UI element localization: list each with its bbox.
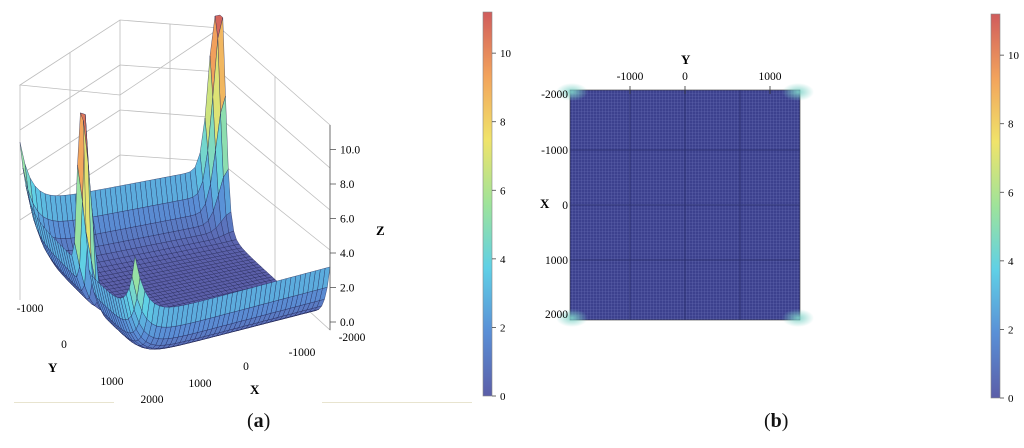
x-axis-label: X (540, 196, 550, 211)
x-tick-label: 0 (562, 200, 568, 212)
colorbar-tick-label: 6 (500, 185, 506, 197)
z-tick-label: 6.0 (340, 214, 355, 226)
x-tick-label: 2000 (141, 394, 164, 406)
y-axis: -1000 0 1000 (17, 303, 124, 388)
corner-peak (556, 83, 588, 101)
z-tick-label: 4.0 (340, 248, 355, 260)
y-tick-label: 0 (682, 71, 688, 83)
x-tick-label: 2000 (545, 309, 568, 321)
separator-line (14, 402, 114, 403)
z-tick-label: 2.0 (340, 283, 355, 295)
separator-line (322, 402, 472, 403)
surface-plot-svg: 0.02.04.06.08.010.0 200010000-1000-2000 … (17, 11, 512, 406)
panel-a-surface-plot: 0.0 2.0 4.0 6.0 8.0 10.0 2000 1000 0 -1000 -2000 … (0, 0, 512, 443)
x-tick-label: 0 (243, 361, 249, 373)
panel-b-heatmap: -1000 0 1000 -2000 -1000 0 1000 2000 Y X 0 2 4 6 8… (512, 0, 1024, 443)
x-axis-label: X (250, 382, 260, 397)
heatmap-svg: -1000 0 1000 -2000 -1000 0 1000 2000 Y X 0 2 4 6 8… (540, 13, 1020, 405)
corner-peak (556, 309, 588, 327)
caption-b: (b) (764, 410, 789, 432)
x-tick-label: 1000 (189, 378, 212, 390)
colorbar-tick-label: 10 (1008, 50, 1020, 62)
colorbar-tick-label: 4 (500, 254, 506, 266)
colorbar-tick-label: 0 (1008, 393, 1014, 405)
surface-patch (131, 256, 141, 298)
z-tick-label: 8.0 (340, 179, 355, 191)
z-axis-label: Z (376, 223, 385, 238)
x-axis: -2000 -1000 0 1000 2000 (541, 89, 568, 321)
corner-peak (782, 83, 814, 101)
y-axis: -1000 0 1000 (617, 71, 782, 94)
colorbar-tick-label: 2 (500, 322, 506, 334)
y-tick-label: 1000 (759, 71, 782, 83)
x-tick-label: -2000 (541, 89, 568, 101)
colorbar-tick-label: 8 (500, 117, 506, 129)
colorbar-tick-label: 2 (1008, 324, 1014, 336)
colorbar-tick-label: 0 (500, 391, 506, 403)
y-tick-label: 1000 (101, 376, 124, 388)
colorbar-tick-label: 10 (500, 48, 512, 60)
colorbar (990, 13, 1001, 399)
colorbar (482, 11, 493, 397)
caption-a: (a) (247, 410, 271, 432)
x-axis: 2000 1000 0 -1000 -2000 (141, 332, 366, 406)
y-axis-label: Y (48, 360, 58, 375)
y-tick-label: 0 (61, 339, 67, 351)
corner-peak (782, 309, 814, 327)
z-axis: 0.0 2.0 4.0 6.0 8.0 10.0 (329, 125, 360, 330)
x-tick-label: 1000 (545, 255, 568, 267)
surface-mesh (19, 14, 331, 350)
y-tick-label: -1000 (17, 303, 44, 315)
colorbar-tick-label: 4 (1008, 256, 1014, 268)
surface-patch (19, 142, 29, 190)
z-tick-label: 0.0 (340, 317, 355, 329)
colorbar-ticks: 0 2 4 6 8 10 (492, 48, 512, 403)
colorbar-tick-label: 8 (1008, 119, 1014, 131)
y-axis-label: Y (681, 52, 691, 67)
x-tick-label: -1000 (289, 347, 316, 359)
z-tick-label: 10.0 (340, 145, 360, 157)
y-tick-label: -1000 (617, 71, 644, 83)
colorbar-tick-label: 6 (1008, 187, 1014, 199)
x-tick-label: -1000 (541, 145, 568, 157)
x-tick-label: -2000 (339, 332, 366, 344)
colorbar-ticks: 0 2 4 6 8 10 (1000, 50, 1020, 405)
